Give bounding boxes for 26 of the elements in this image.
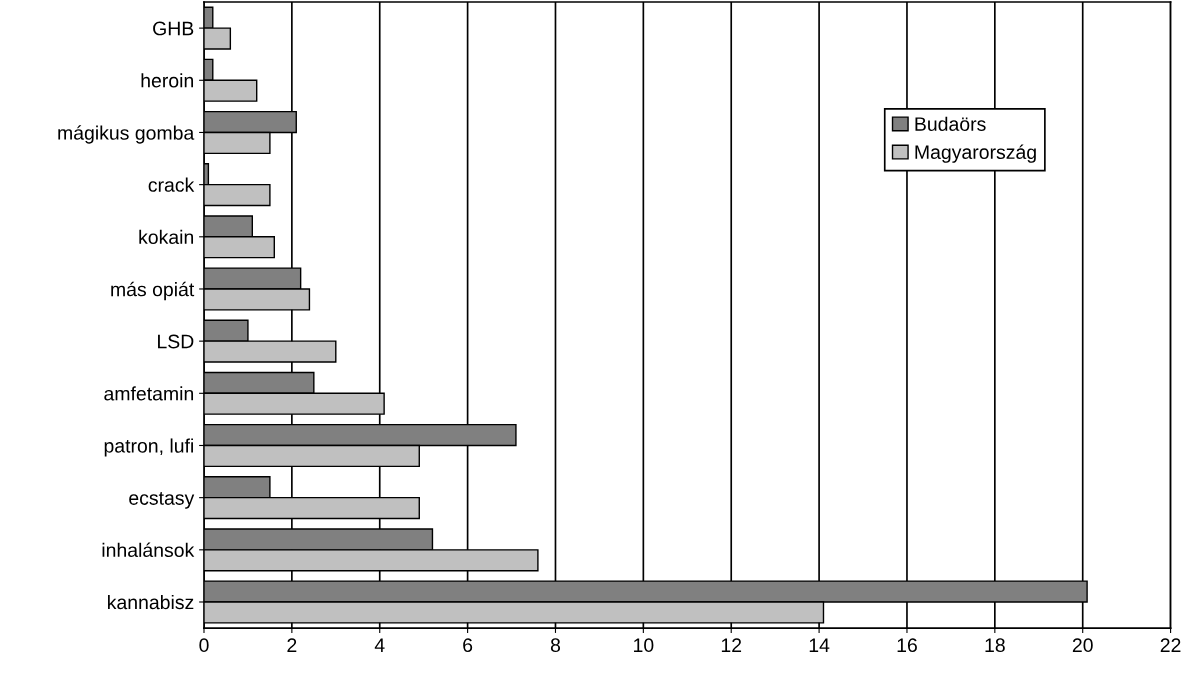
x-tick-label: 10 — [634, 638, 654, 653]
x-tick-label: 4 — [374, 638, 385, 652]
x-tick-label: 6 — [463, 638, 473, 653]
legend-label: Magyarország — [915, 144, 1036, 163]
x-tick-label: 20 — [1072, 638, 1093, 653]
x-tick-label: 18 — [985, 638, 1005, 653]
y-tick-label: LSD — [158, 334, 194, 349]
y-tick-label: kannabisz — [108, 594, 194, 610]
x-tick-label: 2 — [287, 638, 297, 652]
x-tick-label: 22 — [1160, 638, 1181, 652]
y-tick-label: mágikus gomba — [58, 125, 195, 144]
y-tick-label: heroin — [141, 73, 194, 88]
x-tick-label: 16 — [897, 638, 917, 653]
y-tick-label: GHB — [153, 21, 194, 36]
x-tick-label: 12 — [721, 638, 742, 652]
y-tick-label: ecstasy — [129, 492, 195, 509]
x-tick-label: 8 — [550, 638, 561, 653]
legend-label: Budaörs — [915, 116, 986, 131]
y-tick-label: inhalánsok — [102, 542, 195, 558]
y-tick-label: patron, lufi — [104, 438, 193, 457]
y-tick-label: kokain — [139, 229, 194, 245]
x-tick-label: 0 — [199, 638, 209, 653]
x-tick-label: 14 — [809, 638, 830, 652]
y-tick-label: más opiát — [111, 281, 195, 301]
y-tick-label: amfetamin — [104, 386, 194, 401]
y-tick-label: crack — [148, 177, 195, 192]
